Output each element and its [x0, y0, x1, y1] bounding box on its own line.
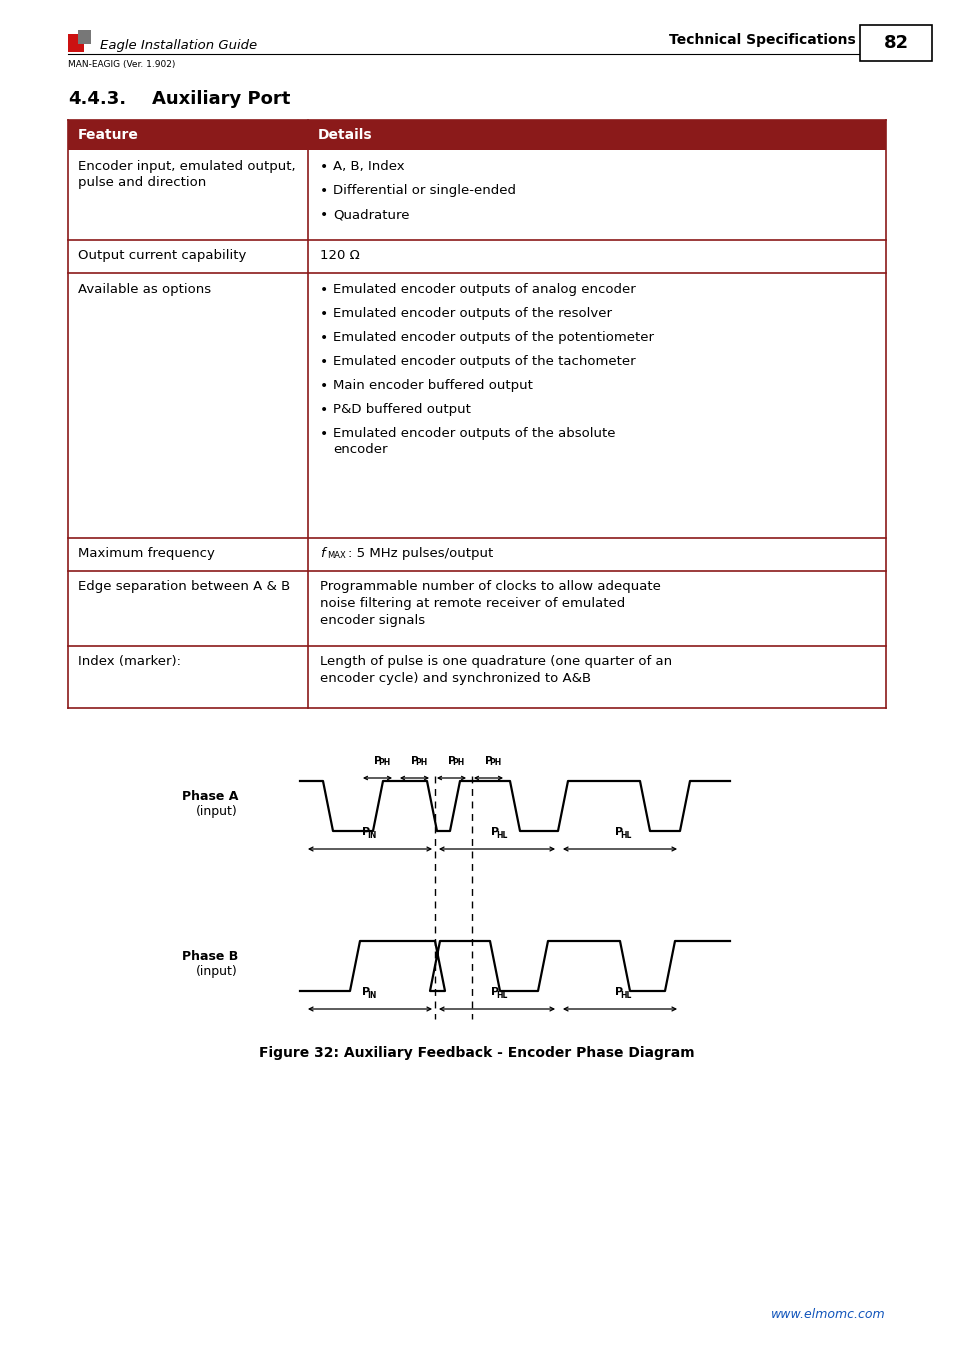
Text: Encoder input, emulated output,: Encoder input, emulated output, [78, 161, 295, 173]
Text: P: P [447, 756, 455, 765]
Text: (input): (input) [196, 964, 237, 977]
Text: P: P [491, 828, 499, 837]
Text: f: f [319, 547, 324, 560]
Text: •: • [319, 184, 328, 198]
Text: 82: 82 [882, 34, 907, 53]
Text: Phase B: Phase B [182, 949, 237, 963]
Text: •: • [319, 379, 328, 393]
Text: Emulated encoder outputs of the resolver: Emulated encoder outputs of the resolver [333, 306, 612, 320]
Text: P: P [615, 987, 622, 998]
Text: MAX: MAX [327, 551, 345, 560]
Text: Main encoder buffered output: Main encoder buffered output [333, 379, 533, 391]
Text: Figure 32: Auxiliary Feedback - Encoder Phase Diagram: Figure 32: Auxiliary Feedback - Encoder … [259, 1046, 694, 1060]
Text: 120 Ω: 120 Ω [319, 248, 359, 262]
Text: P: P [362, 987, 370, 998]
Text: P: P [615, 828, 622, 837]
Text: Phase A: Phase A [181, 790, 237, 802]
Text: HL: HL [496, 991, 507, 1000]
Text: Eagle Installation Guide: Eagle Installation Guide [100, 39, 257, 51]
Text: Programmable number of clocks to allow adequate
noise filtering at remote receiv: Programmable number of clocks to allow a… [319, 580, 660, 626]
Text: •: • [319, 284, 328, 297]
Bar [68, 120, 885, 150]
Text: Differential or single-ended: Differential or single-ended [333, 184, 516, 197]
Text: •: • [319, 306, 328, 321]
Text: HL: HL [619, 991, 631, 1000]
Text: Auxiliary Port: Auxiliary Port [152, 90, 290, 108]
Text: •: • [319, 355, 328, 369]
Text: P: P [484, 756, 492, 765]
Text: Details: Details [317, 128, 373, 142]
Text: (input): (input) [196, 805, 237, 818]
Text: PH: PH [489, 757, 501, 767]
Text: Index (marker):: Index (marker): [78, 655, 181, 668]
Text: •: • [319, 427, 328, 441]
Text: Emulated encoder outputs of the potentiometer: Emulated encoder outputs of the potentio… [333, 331, 654, 344]
Text: PH: PH [452, 757, 464, 767]
Text: pulse and direction: pulse and direction [78, 176, 206, 189]
Text: P: P [374, 756, 381, 765]
Text: •: • [319, 161, 328, 174]
Text: PH: PH [378, 757, 391, 767]
Text: •: • [319, 208, 328, 221]
FancyBboxPatch shape [78, 30, 91, 45]
Text: Maximum frequency: Maximum frequency [78, 547, 214, 560]
Text: •: • [319, 404, 328, 417]
Text: Emulated encoder outputs of the absolute: Emulated encoder outputs of the absolute [333, 427, 615, 440]
Bar [859, 26, 931, 61]
Text: Emulated encoder outputs of the tachometer: Emulated encoder outputs of the tachomet… [333, 355, 635, 369]
Text: Feature: Feature [78, 128, 139, 142]
Text: IN: IN [367, 832, 376, 840]
FancyBboxPatch shape [68, 34, 84, 53]
Text: IN: IN [367, 991, 376, 1000]
Text: P: P [362, 828, 370, 837]
Text: www.elmomc.com: www.elmomc.com [771, 1308, 885, 1322]
Text: P&D buffered output: P&D buffered output [333, 404, 471, 416]
Text: encoder: encoder [333, 443, 387, 456]
Text: Length of pulse is one quadrature (one quarter of an
encoder cycle) and synchron: Length of pulse is one quadrature (one q… [319, 655, 672, 684]
Text: 4.4.3.: 4.4.3. [68, 90, 126, 108]
Text: Edge separation between A & B: Edge separation between A & B [78, 580, 290, 593]
Text: A, B, Index: A, B, Index [333, 161, 404, 173]
Text: PH: PH [416, 757, 427, 767]
Text: Technical Specifications: Technical Specifications [669, 32, 855, 47]
Text: Emulated encoder outputs of analog encoder: Emulated encoder outputs of analog encod… [333, 284, 635, 296]
Text: Available as options: Available as options [78, 284, 211, 296]
Text: : 5 MHz pulses/output: : 5 MHz pulses/output [348, 547, 493, 560]
Text: MAN-EAGIG (Ver. 1.902): MAN-EAGIG (Ver. 1.902) [68, 59, 175, 69]
Text: HL: HL [619, 832, 631, 840]
Text: P: P [491, 987, 499, 998]
Text: P: P [410, 756, 417, 765]
Text: Output current capability: Output current capability [78, 248, 246, 262]
Text: •: • [319, 331, 328, 346]
Text: HL: HL [496, 832, 507, 840]
Text: Quadrature: Quadrature [333, 208, 409, 221]
